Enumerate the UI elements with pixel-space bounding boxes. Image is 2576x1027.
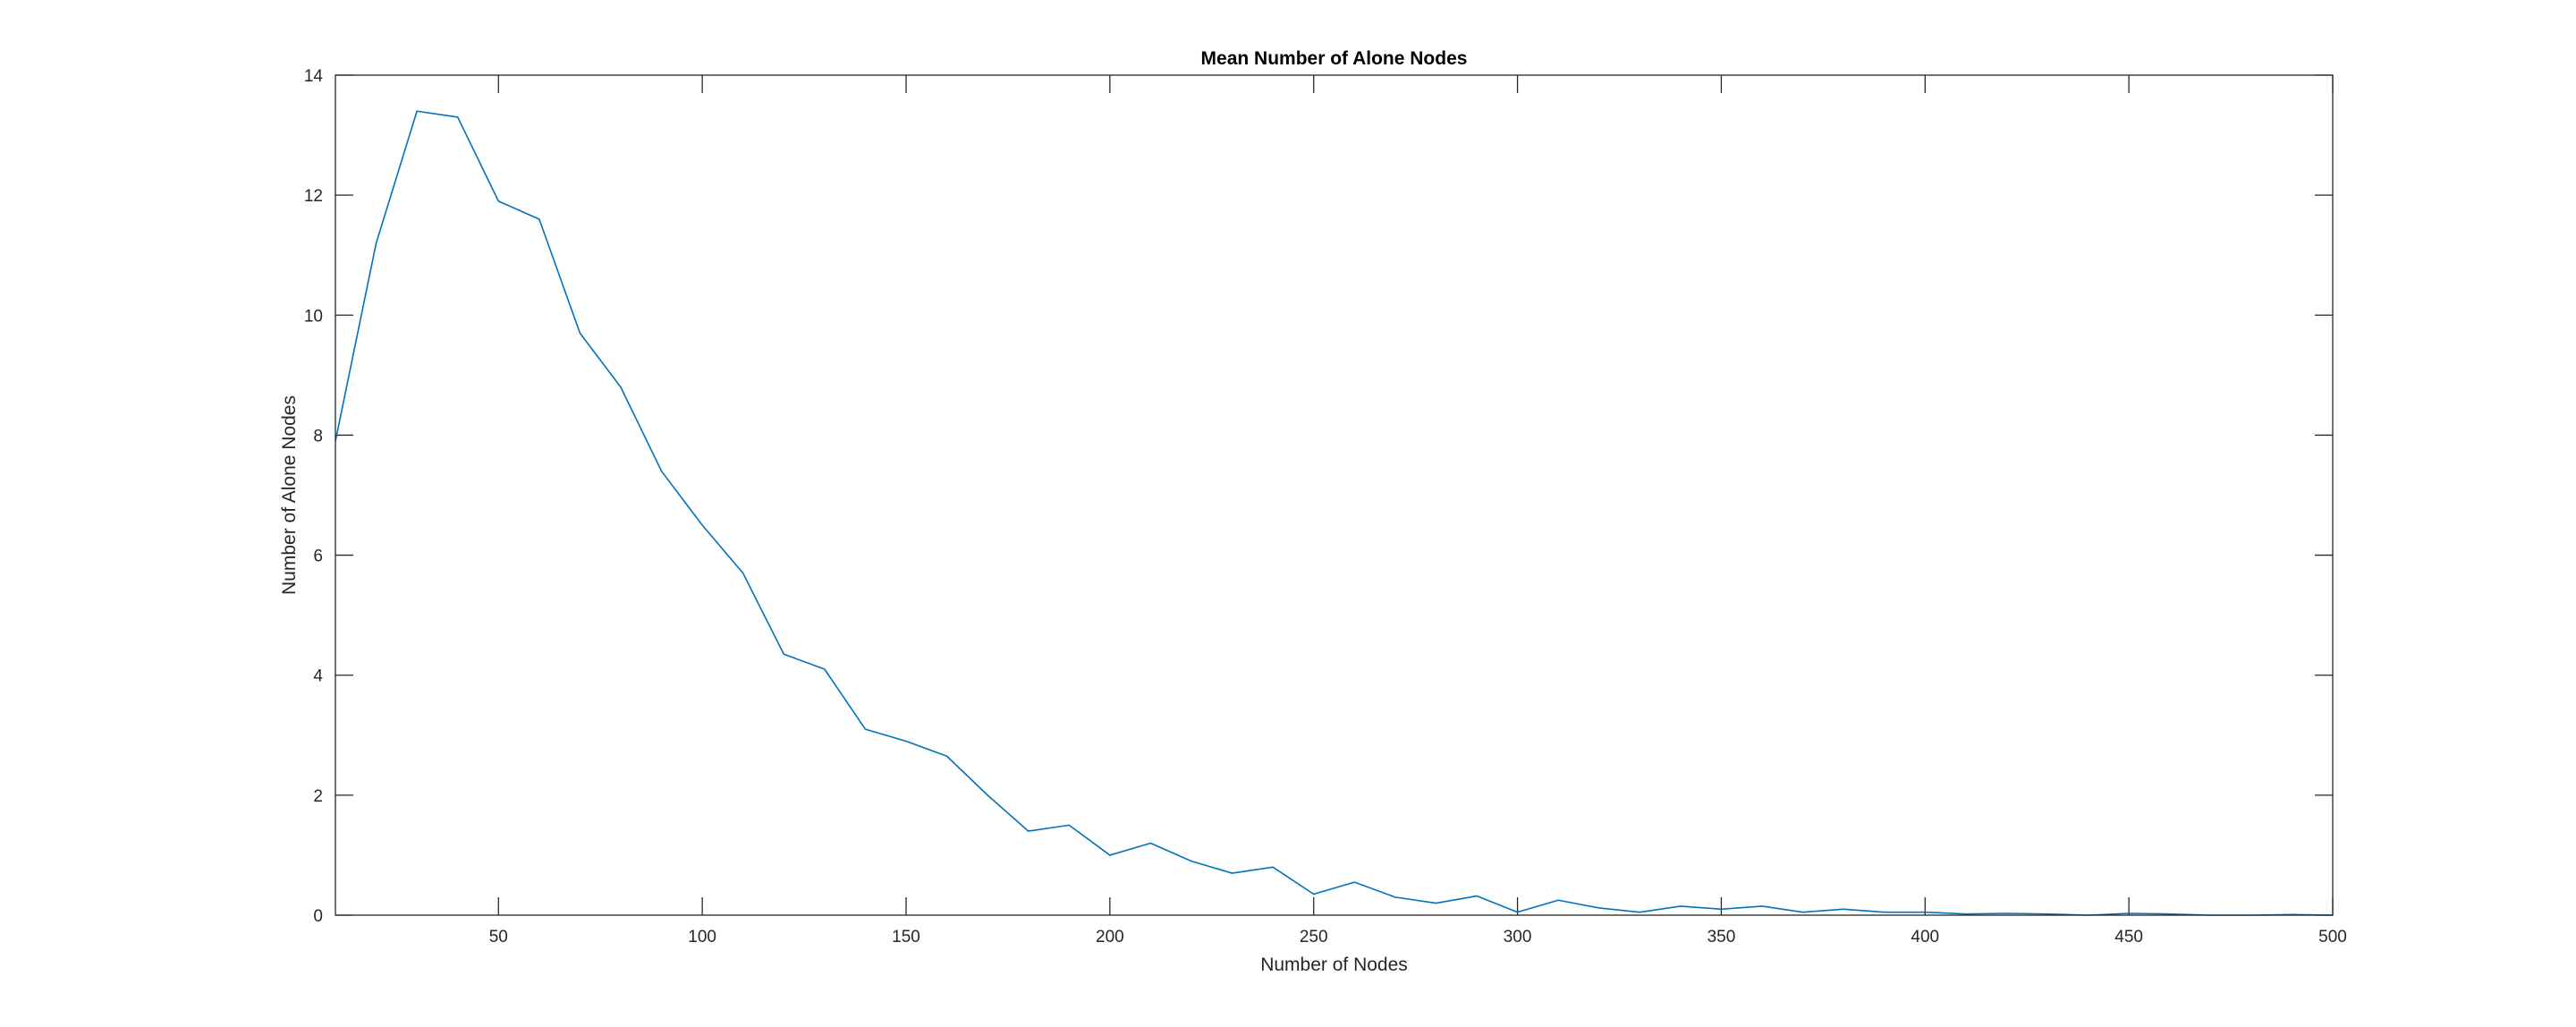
x-tick-label: 450 (2114, 928, 2143, 946)
y-axis-label: Number of Alone Nodes (279, 395, 300, 595)
x-axis-label: Number of Nodes (1260, 955, 1408, 975)
x-tick-label: 100 (688, 928, 716, 946)
series-layer (335, 110, 2334, 916)
chart-title: Mean Number of Alone Nodes (1201, 48, 1468, 69)
y-tick-label: 0 (313, 907, 323, 926)
y-tick-label: 14 (304, 67, 324, 86)
x-tick-label: 300 (1504, 928, 1532, 946)
y-tick-label: 4 (313, 667, 323, 686)
x-tick-label: 400 (1911, 928, 1939, 946)
y-tick-label: 2 (313, 787, 323, 806)
x-tick-label: 500 (2318, 928, 2347, 946)
y-tick-label: 8 (313, 427, 323, 446)
y-tick-label: 10 (304, 307, 323, 326)
plot-area (335, 75, 2333, 915)
y-tick-labels: 0 2 4 6 8 10 12 14 (304, 67, 324, 926)
x-tick-labels: 50 100 150 200 250 300 350 400 450 500 (489, 928, 2347, 946)
x-tick-label: 200 (1096, 928, 1124, 946)
y-tick-label: 6 (313, 547, 323, 566)
x-tick-label: 50 (489, 928, 508, 946)
x-tick-label: 150 (892, 928, 920, 946)
y-tick-label: 12 (304, 187, 323, 206)
plot-frame (335, 74, 2334, 916)
series-line (335, 110, 2334, 916)
x-tick-label: 350 (1707, 928, 1736, 946)
x-tick-label: 250 (1300, 928, 1328, 946)
